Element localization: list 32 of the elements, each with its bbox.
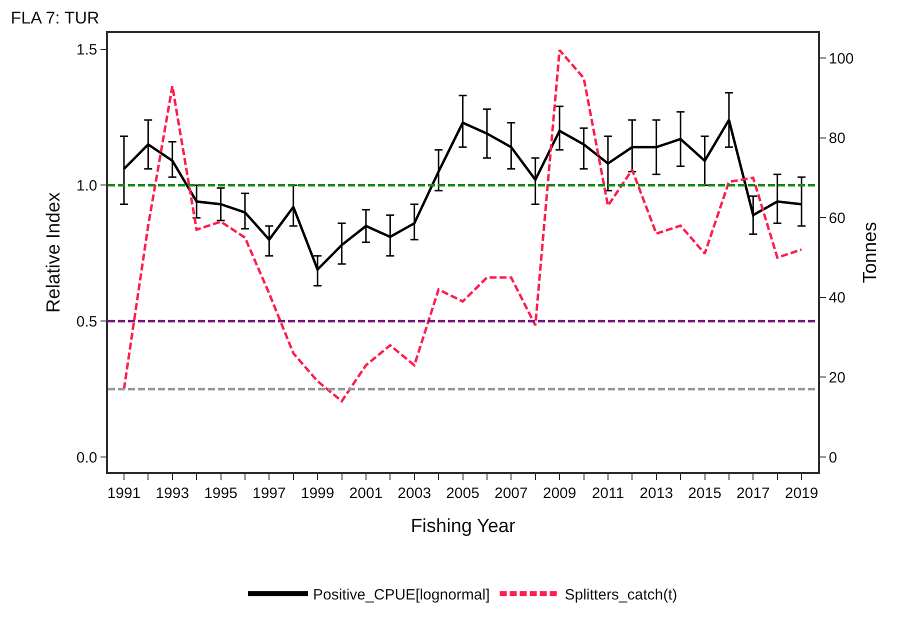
x-tick-label: 1999 [300, 484, 334, 502]
x-tick-label: 1993 [156, 484, 190, 502]
x-tick-label: 2013 [640, 484, 674, 502]
y2-tick-label: 40 [828, 290, 846, 307]
y2-tick-label: 100 [828, 50, 854, 68]
x-tick-label: 2007 [494, 484, 528, 502]
x-tick-label: 1997 [252, 484, 286, 502]
x-axis-title: Fishing Year [410, 516, 516, 538]
y-axis-title: Relative Index [44, 192, 64, 313]
x-tick-label: 2017 [736, 484, 770, 502]
x-tick-label: 2005 [446, 484, 480, 502]
legend-label: Splitters_catch(t) [564, 586, 678, 604]
y-tick-label: 0.0 [76, 449, 98, 466]
x-tick-label: 2015 [688, 484, 722, 502]
y2-axis-title: Tonnes [860, 222, 881, 284]
y2-tick-label: 60 [828, 210, 846, 227]
y2-tick-label: 80 [828, 130, 846, 148]
x-tick-label: 1995 [204, 484, 238, 502]
chart-title: FLA 7: TUR [10, 8, 100, 28]
y-tick-label: 1.0 [76, 177, 98, 194]
x-tick-label: 1991 [107, 484, 141, 502]
y-tick-label: 0.5 [76, 313, 98, 330]
y2-tick-label: 0 [828, 449, 838, 466]
line-series [122, 48, 803, 402]
x-tick-label: 2019 [784, 484, 818, 502]
x-tick-label: 2001 [349, 484, 383, 502]
x-tick-label: 2011 [592, 484, 624, 502]
y-tick-label: 1.5 [76, 42, 98, 59]
y2-tick-label: 20 [828, 369, 846, 386]
legend-label: Positive_CPUE[lognormal] [313, 586, 490, 604]
x-tick-label: 2009 [542, 484, 576, 502]
x-tick-label: 2003 [398, 484, 432, 502]
